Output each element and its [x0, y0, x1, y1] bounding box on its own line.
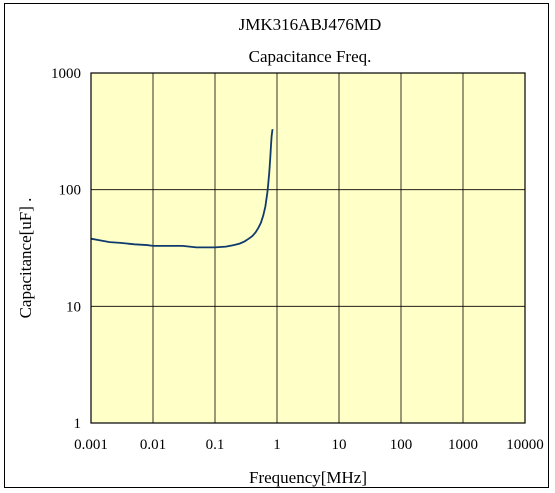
plot-area: [91, 73, 525, 423]
x-tick-label: 0.01: [140, 437, 166, 453]
series-line: [90, 128, 274, 249]
chart-title: JMK316ABJ476MD: [239, 15, 382, 34]
y-axis-label: Capacitance[uF] .: [16, 198, 35, 319]
x-tick-label: 10000: [506, 437, 544, 453]
x-tick-label: 1: [273, 437, 281, 453]
x-tick-label: 0.1: [206, 437, 225, 453]
x-tick-label: 100: [390, 437, 413, 453]
x-tick-label: 10: [332, 437, 347, 453]
chart-subtitle: Capacitance Freq.: [249, 47, 372, 66]
y-tick-labels: 1 10 100 1000: [51, 66, 81, 432]
y-tick-label: 1000: [51, 66, 81, 82]
y-tick-label: 100: [59, 183, 82, 199]
x-tick-labels: 0.001 0.01 0.1 1 10 100 1000 10000: [74, 437, 544, 453]
x-tick-label: 1000: [448, 437, 478, 453]
x-axis-label: Frequency[MHz]: [249, 468, 367, 487]
y-tick-label: 1: [74, 416, 82, 432]
plot-border: [90, 72, 526, 424]
x-tick-label: 0.001: [74, 437, 108, 453]
y-tick-label: 10: [66, 299, 81, 315]
